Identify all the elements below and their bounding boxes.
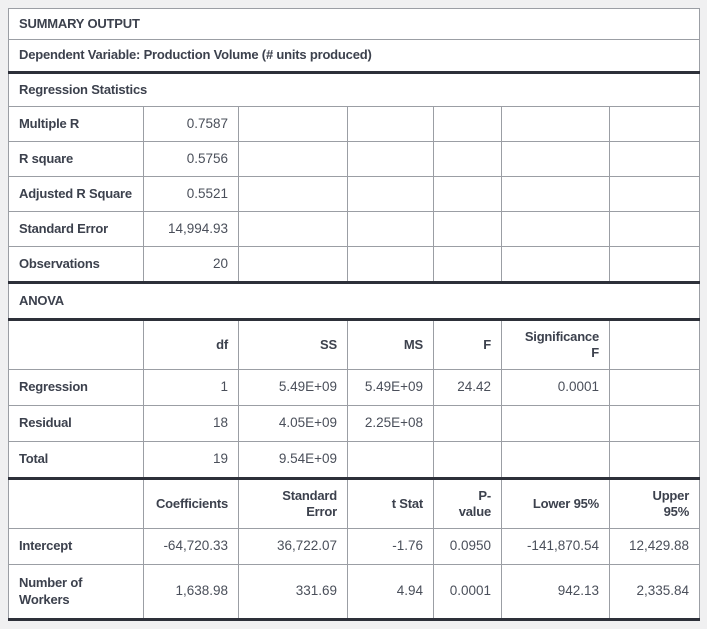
empty-cell <box>433 141 502 177</box>
anova-section-title: ANOVA <box>7 282 701 321</box>
anova-significance-f <box>501 441 610 480</box>
anova-significance-f: 0.0001 <box>501 369 610 406</box>
empty-cell <box>501 141 610 177</box>
table-row: Residual 18 4.05E+09 2.25E+08 <box>8 405 701 442</box>
empty-cell <box>501 176 610 212</box>
empty-cell <box>347 246 434 284</box>
empty-cell <box>238 176 348 212</box>
empty-cell <box>238 106 348 142</box>
stat-label: Multiple R <box>8 106 144 142</box>
coef-col-upper-95: Upper 95% <box>608 478 701 529</box>
coef-col-t-stat: t Stat <box>347 478 434 529</box>
empty-cell <box>608 176 701 212</box>
anova-significance-f <box>501 405 610 442</box>
anova-col-ms: MS <box>347 319 434 370</box>
empty-cell <box>238 141 348 177</box>
coef-col-standard-error: Standard Error <box>238 478 348 529</box>
empty-cell <box>433 211 502 247</box>
empty-cell <box>433 246 502 284</box>
stat-value: 0.5756 <box>143 141 239 177</box>
coef-row-label: Intercept <box>8 528 144 565</box>
anova-f <box>433 441 502 480</box>
empty-cell <box>608 106 701 142</box>
anova-df: 19 <box>143 441 239 480</box>
coef-upper-95: 12,429.88 <box>608 528 701 565</box>
dependent-variable-label: Dependent Variable: Production Volume (#… <box>7 39 701 74</box>
empty-cell <box>608 141 701 177</box>
coef-p-value: 0.0950 <box>433 528 502 565</box>
stat-value: 0.7587 <box>143 106 239 142</box>
empty-cell <box>608 405 701 442</box>
empty-cell <box>608 369 701 406</box>
coef-lower-95: -141,870.54 <box>501 528 610 565</box>
stat-label: R square <box>8 141 144 177</box>
stat-label: Standard Error <box>8 211 144 247</box>
empty-cell <box>238 211 348 247</box>
anova-ss: 9.54E+09 <box>238 441 348 480</box>
anova-col-df: df <box>143 319 239 370</box>
coef-col-lower-95: Lower 95% <box>501 478 610 529</box>
coef-t-stat: -1.76 <box>347 528 434 565</box>
regression-statistics-section-title: Regression Statistics <box>7 72 701 107</box>
anova-ss: 5.49E+09 <box>238 369 348 406</box>
empty-cell <box>347 211 434 247</box>
empty-cell <box>608 211 701 247</box>
anova-ss: 4.05E+09 <box>238 405 348 442</box>
anova-row-label: Total <box>8 441 144 480</box>
anova-df: 1 <box>143 369 239 406</box>
anova-row-label: Regression <box>8 369 144 406</box>
stat-label: Adjusted R Square <box>8 176 144 212</box>
coef-coefficient: -64,720.33 <box>143 528 239 565</box>
summary-output-table: SUMMARY OUTPUT Dependent Variable: Produ… <box>7 8 701 621</box>
anova-row-label: Residual <box>8 405 144 442</box>
coef-col-p-value: P- value <box>433 478 502 529</box>
empty-cell <box>8 478 144 529</box>
empty-cell <box>608 246 701 284</box>
empty-cell <box>347 106 434 142</box>
anova-ms: 2.25E+08 <box>347 405 434 442</box>
empty-cell <box>347 176 434 212</box>
summary-output-title: SUMMARY OUTPUT <box>7 8 701 40</box>
anova-f <box>433 405 502 442</box>
empty-cell <box>8 319 144 370</box>
empty-cell <box>433 176 502 212</box>
stat-value: 14,994.93 <box>143 211 239 247</box>
anova-ms: 5.49E+09 <box>347 369 434 406</box>
anova-df: 18 <box>143 405 239 442</box>
table-row: Total 19 9.54E+09 <box>8 441 701 480</box>
anova-ms <box>347 441 434 480</box>
empty-cell <box>608 319 701 370</box>
stat-value: 0.5521 <box>143 176 239 212</box>
empty-cell <box>501 211 610 247</box>
coef-standard-error: 36,722.07 <box>238 528 348 565</box>
anova-f: 24.42 <box>433 369 502 406</box>
anova-col-significance-f: Significance F <box>501 319 610 370</box>
stat-label: Observations <box>8 246 144 284</box>
table-row: Regression 1 5.49E+09 5.49E+09 24.42 0.0… <box>8 369 701 406</box>
coef-col-coefficients: Coefficients <box>143 478 239 529</box>
empty-cell <box>608 441 701 480</box>
stat-value: 20 <box>143 246 239 284</box>
empty-cell <box>238 246 348 284</box>
anova-col-f: F <box>433 319 502 370</box>
empty-cell <box>347 141 434 177</box>
empty-cell <box>433 106 502 142</box>
anova-col-ss: SS <box>238 319 348 370</box>
empty-cell <box>501 106 610 142</box>
table-row: Intercept -64,720.33 36,722.07 -1.76 0.0… <box>8 528 701 565</box>
empty-cell <box>501 246 610 284</box>
